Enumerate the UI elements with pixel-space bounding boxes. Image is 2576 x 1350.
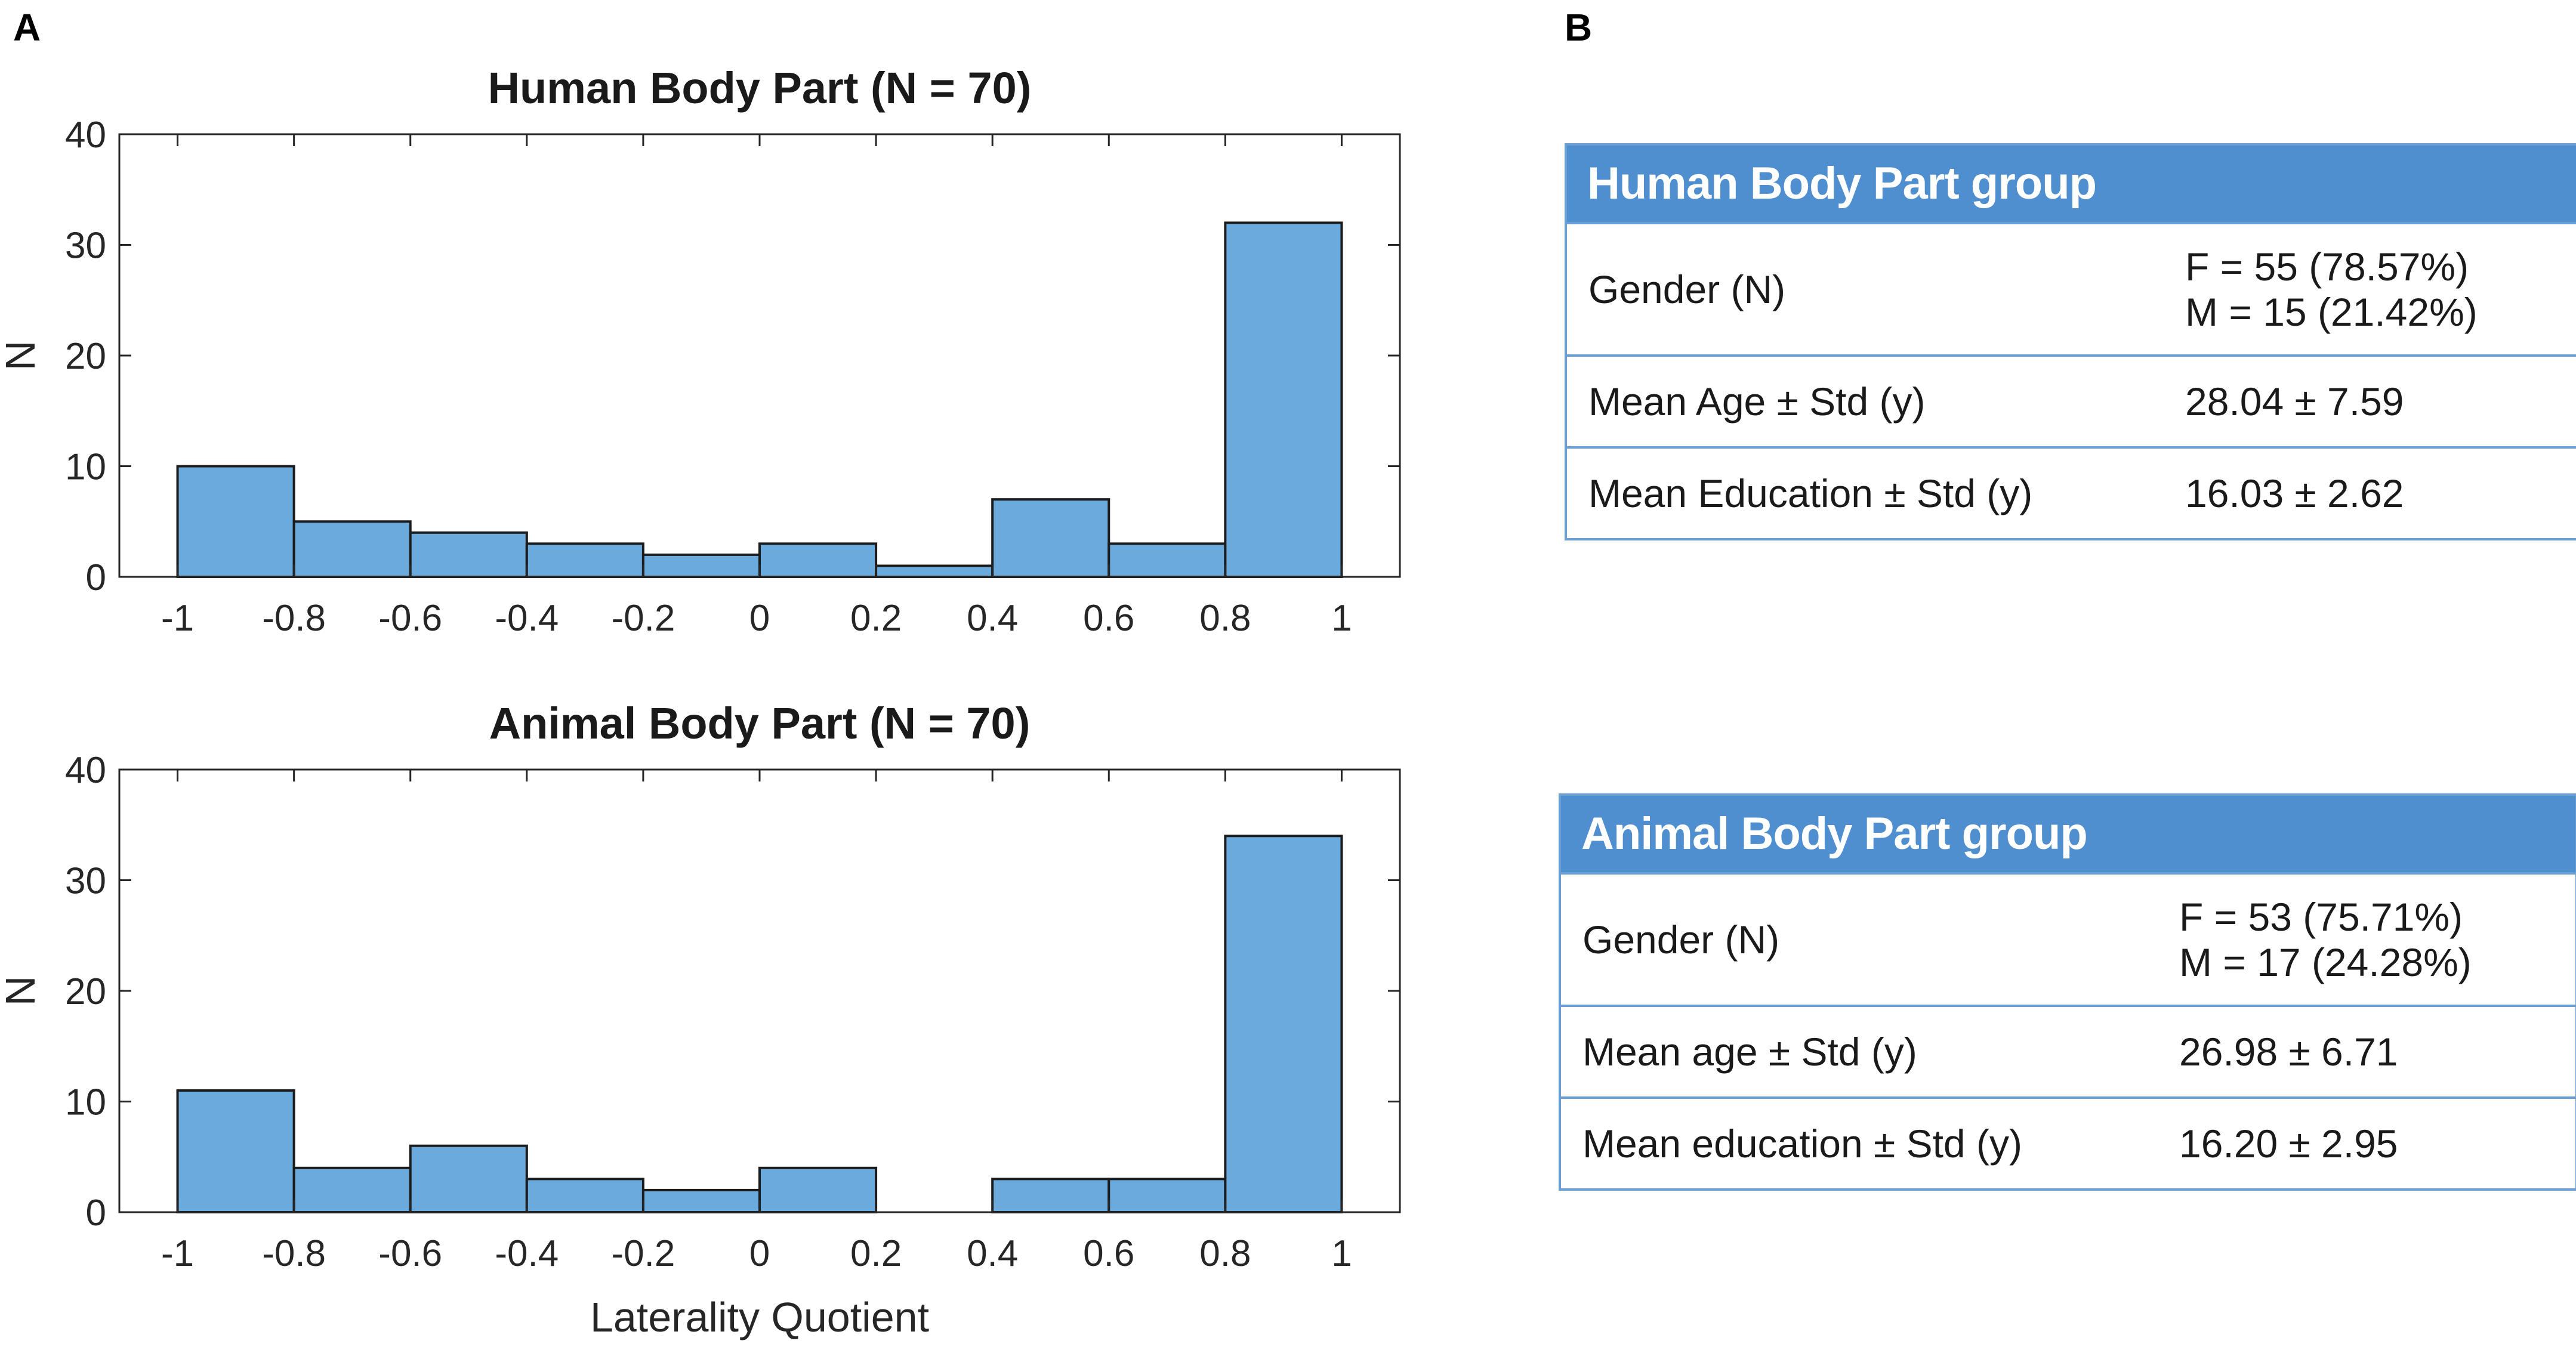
bar [525, 542, 644, 578]
chart-title: Human Body Part (N = 70) [488, 63, 1032, 113]
bar [176, 465, 295, 578]
animal-demographics-table: Animal Body Part group Gender (N) F = 53… [1559, 793, 2576, 1191]
human-demographics-table: Human Body Part group Gender (N) F = 55 … [1565, 143, 2576, 540]
row-value: 28.04 ± 7.59 [2185, 357, 2576, 446]
x-tick-label: -1 [161, 598, 194, 639]
y-tick-label: 0 [86, 557, 106, 598]
row-value-line: F = 55 (78.57%) [2185, 245, 2469, 289]
bar [1224, 221, 1343, 578]
x-tick-label: 1 [1331, 598, 1352, 639]
bar [875, 564, 994, 579]
table-row: Mean Education ± Std (y) 16.03 ± 2.62 [1567, 446, 2576, 538]
bar [409, 1144, 528, 1213]
x-tick-label: 0.4 [967, 1233, 1018, 1274]
bar [1224, 835, 1343, 1214]
chart-title: Animal Body Part (N = 70) [489, 699, 1031, 748]
panel-label-b: B [1565, 6, 1592, 49]
x-tick-label: 0.6 [1083, 1233, 1134, 1274]
table-header: Human Body Part group [1567, 146, 2576, 222]
bar [758, 1166, 878, 1214]
x-tick-label: 0 [749, 1233, 770, 1274]
table-row: Mean Age ± Std (y) 28.04 ± 7.59 [1567, 354, 2576, 446]
x-tick-label: -0.4 [495, 1233, 559, 1274]
x-tick-label: -0.8 [262, 1233, 326, 1274]
x-axis-label: Laterality Quotient [590, 1294, 929, 1340]
y-axis-label: N [0, 976, 44, 1006]
x-tick-label: 0 [749, 598, 770, 639]
row-value-line: M = 15 (21.42%) [2185, 290, 2478, 334]
bar [758, 542, 878, 578]
x-tick-label: -0.4 [495, 598, 559, 639]
x-tick-label: -0.2 [611, 1233, 675, 1274]
y-tick-label: 30 [65, 861, 106, 902]
x-tick-label: 1 [1331, 1233, 1352, 1274]
y-tick-label: 30 [65, 225, 106, 267]
bar [292, 520, 412, 578]
row-value: F = 55 (78.57%) M = 15 (21.42%) [2185, 224, 2576, 354]
table-row: Mean education ± Std (y) 16.20 ± 2.95 [1561, 1096, 2575, 1188]
x-tick-label: 0.4 [967, 598, 1018, 639]
bar [641, 1188, 761, 1214]
panel-label-a: A [13, 6, 41, 49]
row-label: Gender (N) [1588, 267, 1786, 311]
y-tick-label: 20 [65, 336, 106, 377]
y-tick-label: 20 [65, 971, 106, 1012]
table-row: Gender (N) F = 53 (75.71%) M = 17 (24.28… [1561, 872, 2575, 1005]
table-row: Gender (N) F = 55 (78.57%) M = 15 (21.42… [1567, 222, 2576, 354]
row-label: Mean Education ± Std (y) [1588, 471, 2033, 515]
row-value: 26.98 ± 6.71 [2179, 1007, 2575, 1096]
row-label: Mean age ± Std (y) [1582, 1030, 1917, 1074]
x-tick-label: -0.6 [378, 1233, 442, 1274]
x-tick-label: -0.8 [262, 598, 326, 639]
row-label: Gender (N) [1582, 917, 1780, 962]
row-value: F = 53 (75.71%) M = 17 (24.28%) [2179, 875, 2575, 1005]
x-tick-label: -0.6 [378, 598, 442, 639]
row-value-line: 16.03 ± 2.62 [2185, 471, 2404, 515]
y-tick-label: 10 [65, 1082, 106, 1123]
row-value: 16.03 ± 2.62 [2185, 449, 2576, 538]
y-tick-label: 40 [65, 115, 106, 156]
bar [1107, 542, 1227, 578]
x-tick-label: 0.2 [850, 598, 902, 639]
row-value-line: 26.98 ± 6.71 [2179, 1030, 2398, 1074]
bar [525, 1178, 644, 1213]
x-tick-label: 0.2 [850, 1233, 902, 1274]
y-axis-label: N [0, 341, 44, 371]
bar [176, 1089, 295, 1213]
bar [292, 1166, 412, 1214]
y-tick-label: 40 [65, 750, 106, 791]
human-histogram: Human Body Part (N = 70) -1 -0.8 -0.6 -0.4 -0… [0, 63, 1401, 639]
bar [1107, 1178, 1227, 1213]
animal-histogram: Animal Body Part (N = 70) -1 -0.8 -0.6 -0.4 -… [0, 699, 1401, 1340]
table-header: Animal Body Part group [1561, 796, 2575, 872]
row-label: Mean Age ± Std (y) [1588, 379, 1926, 424]
row-value-line: 16.20 ± 2.95 [2179, 1122, 2398, 1166]
x-tick-label: -1 [161, 1233, 194, 1274]
y-tick-label: 0 [86, 1193, 106, 1234]
x-tick-label: 0.8 [1199, 1233, 1251, 1274]
row-value-line: F = 53 (75.71%) [2179, 895, 2463, 939]
bar [641, 553, 761, 579]
bar [991, 1178, 1110, 1213]
row-value-line: 28.04 ± 7.59 [2185, 379, 2404, 424]
plot-frame [118, 768, 1401, 1213]
row-label: Mean education ± Std (y) [1582, 1122, 2022, 1166]
bar [409, 531, 528, 578]
table-row: Mean age ± Std (y) 26.98 ± 6.71 [1561, 1005, 2575, 1096]
y-tick-label: 10 [65, 447, 106, 488]
bar [991, 498, 1110, 579]
x-tick-label: 0.6 [1083, 598, 1134, 639]
plot-frame [118, 133, 1401, 578]
x-tick-label: 0.8 [1199, 598, 1251, 639]
row-value: 16.20 ± 2.95 [2179, 1099, 2575, 1188]
row-value-line: M = 17 (24.28%) [2179, 940, 2472, 984]
x-tick-label: -0.2 [611, 598, 675, 639]
